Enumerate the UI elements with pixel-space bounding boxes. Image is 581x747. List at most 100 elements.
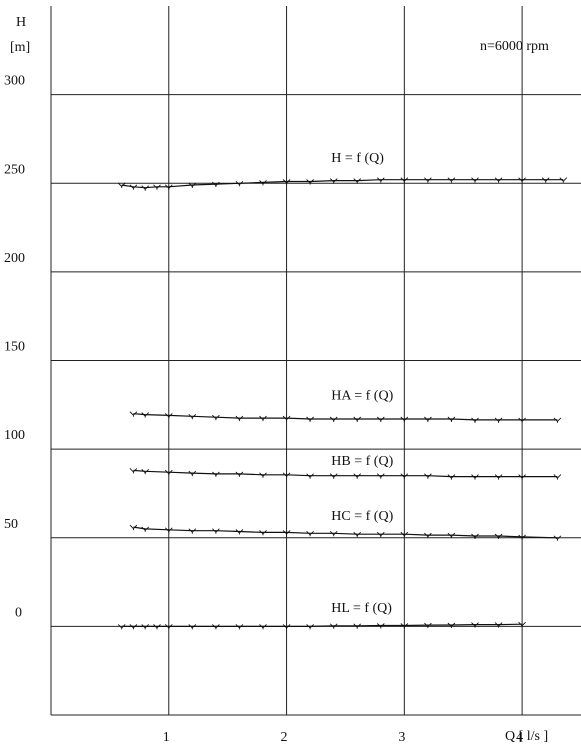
- series-line: [121, 179, 564, 189]
- data-point: [306, 530, 314, 537]
- data-point: [329, 178, 338, 184]
- data-point: [188, 413, 197, 420]
- data-point: [329, 530, 338, 537]
- data-point: [471, 622, 479, 628]
- data-point: [353, 178, 362, 184]
- data-point: [129, 468, 138, 474]
- data-point: [424, 622, 432, 629]
- data-point: [164, 469, 173, 476]
- data-point: [400, 531, 409, 538]
- data-point: [235, 471, 244, 477]
- y-tick-label: 100: [4, 428, 25, 443]
- data-point: [518, 177, 526, 183]
- data-point: [494, 474, 503, 480]
- data-point: [353, 473, 362, 479]
- data-point: [188, 470, 197, 477]
- data-point: [400, 416, 409, 422]
- data-point: [494, 622, 503, 628]
- data-point: [212, 181, 220, 188]
- data-point: [518, 621, 526, 628]
- data-point: [424, 532, 432, 539]
- data-point: [494, 533, 503, 539]
- data-point: [306, 416, 314, 422]
- data-point: [259, 624, 267, 630]
- data-point: [259, 180, 267, 186]
- data-point: [471, 417, 479, 423]
- data-point: [424, 473, 432, 479]
- data-point: [282, 415, 291, 422]
- data-point: [117, 182, 126, 188]
- data-point: [447, 622, 456, 628]
- data-point: [400, 473, 409, 479]
- data-point: [353, 623, 362, 629]
- data-point: [471, 533, 479, 539]
- x-tick-label: 1: [163, 730, 170, 745]
- data-point: [376, 473, 385, 479]
- data-point: [141, 185, 150, 191]
- data-point: [235, 624, 244, 630]
- data-point: [282, 530, 291, 536]
- data-point: [141, 624, 150, 630]
- data-point: [329, 473, 338, 479]
- series-label: HC = f (Q): [331, 509, 393, 524]
- data-point: [494, 417, 503, 423]
- series-label: HA = f (Q): [331, 388, 393, 403]
- data-point: [141, 412, 150, 418]
- data-point: [259, 530, 267, 536]
- data-point: [559, 177, 568, 183]
- data-point: [471, 474, 479, 480]
- data-point: [494, 177, 503, 183]
- data-point: [212, 414, 220, 421]
- data-point: [400, 623, 409, 629]
- data-point: [282, 624, 291, 630]
- series-label: H = f (Q): [331, 151, 384, 166]
- data-point: [129, 524, 138, 531]
- y-axis-label-line1: H: [16, 15, 26, 30]
- data-point: [376, 416, 385, 422]
- data-point: [282, 472, 291, 478]
- data-point: [117, 624, 126, 630]
- data-point: [518, 474, 526, 480]
- grid: [50, 6, 581, 716]
- data-point: [353, 531, 362, 538]
- data-point: [400, 177, 409, 183]
- data-point: [306, 473, 314, 479]
- data-point: [153, 184, 161, 190]
- data-point: [212, 528, 220, 534]
- data-point: [235, 415, 244, 422]
- data-point: [553, 535, 562, 541]
- x-tick-label: 2: [281, 730, 288, 745]
- y-axis-label-line2: [m]: [10, 40, 30, 55]
- series-line: [133, 469, 558, 478]
- y-tick-label: 300: [4, 74, 25, 89]
- data-point: [235, 180, 244, 187]
- data-point: [424, 416, 432, 422]
- y-tick-label: 50: [4, 517, 18, 532]
- data-point: [471, 177, 479, 183]
- data-point: [447, 177, 456, 183]
- data-point: [447, 474, 456, 480]
- data-point: [353, 416, 362, 422]
- data-point: [306, 179, 314, 185]
- data-point: [164, 527, 173, 533]
- data-point: [129, 411, 138, 417]
- data-point: [306, 624, 314, 630]
- data-point: [188, 624, 197, 630]
- data-point: [376, 177, 385, 183]
- data-point: [447, 532, 456, 539]
- data-point: [164, 624, 173, 630]
- data-point: [188, 528, 197, 534]
- data-point: [376, 531, 385, 538]
- data-point: [129, 184, 138, 190]
- data-point: [164, 184, 173, 190]
- data-point: [212, 624, 220, 630]
- rpm-annotation: n=6000 rpm: [480, 39, 549, 54]
- data-point: [141, 468, 150, 475]
- series-label: HL = f (Q): [331, 601, 392, 616]
- data-point: [235, 529, 244, 535]
- data-point: [553, 474, 562, 480]
- data-point: [164, 413, 173, 419]
- x-tick-label: 4: [516, 730, 523, 745]
- data-point: [518, 417, 526, 423]
